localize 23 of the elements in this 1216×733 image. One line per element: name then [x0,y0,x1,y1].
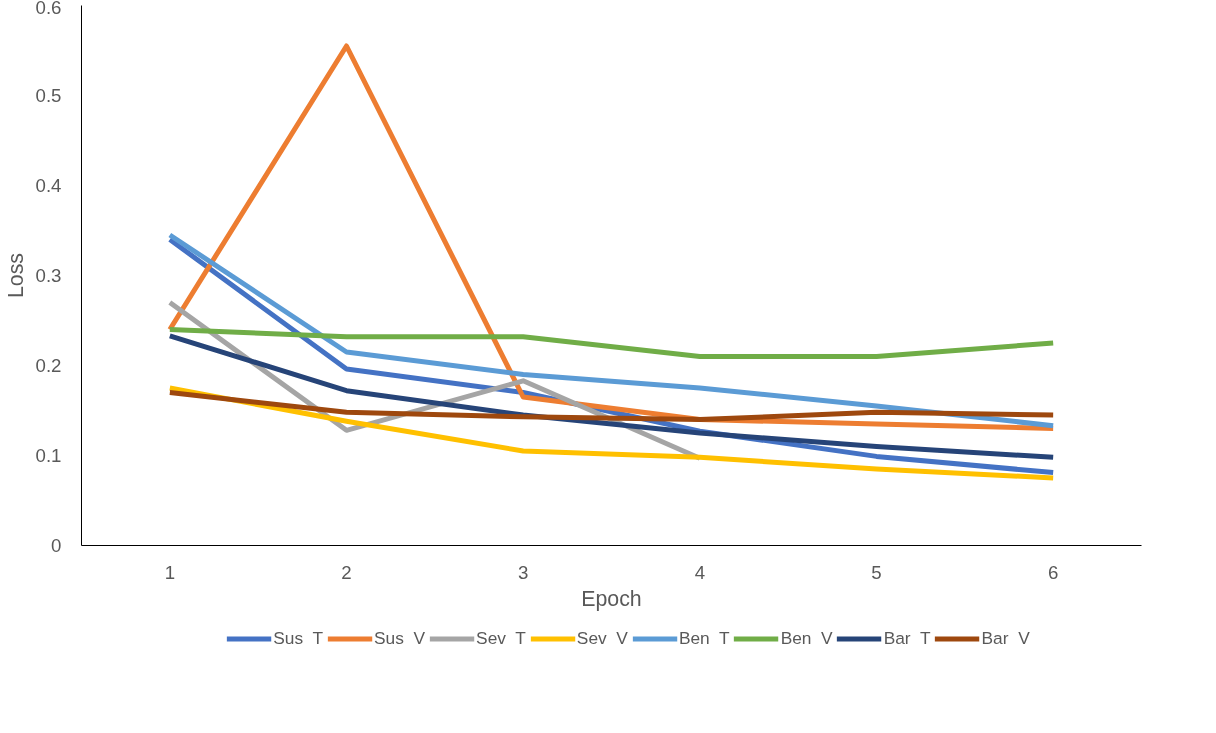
y-tick-label: 0.3 [35,265,62,286]
x-tick-label: 2 [341,561,352,583]
x-tick-label: 3 [517,561,529,583]
x-tick-label: 4 [694,561,706,583]
x-tick-label: 1 [164,561,176,583]
y-tick-label: 0.1 [35,445,62,466]
legend-label: Bar T [883,627,931,649]
legend-label: Ben V [780,627,833,649]
legend-label: Bar V [981,627,1030,649]
legend-label: Sev T [476,627,526,649]
y-tick-label: 0 [51,535,62,556]
legend-label: Sev V [576,627,628,649]
y-axis-title: Loss [3,252,28,299]
y-tick-label: 0.6 [35,0,62,18]
legend-label: Sus V [374,627,426,649]
x-tick-label: 6 [1047,561,1059,583]
x-axis-title: Epoch [581,586,642,611]
y-tick-label: 0.4 [35,175,62,196]
legend-label: Sus T [273,627,324,649]
legend-label: Ben T [678,627,730,649]
y-tick-label: 0.5 [35,85,62,106]
x-tick-label: 5 [871,561,882,583]
y-tick-label: 0.2 [35,355,62,376]
